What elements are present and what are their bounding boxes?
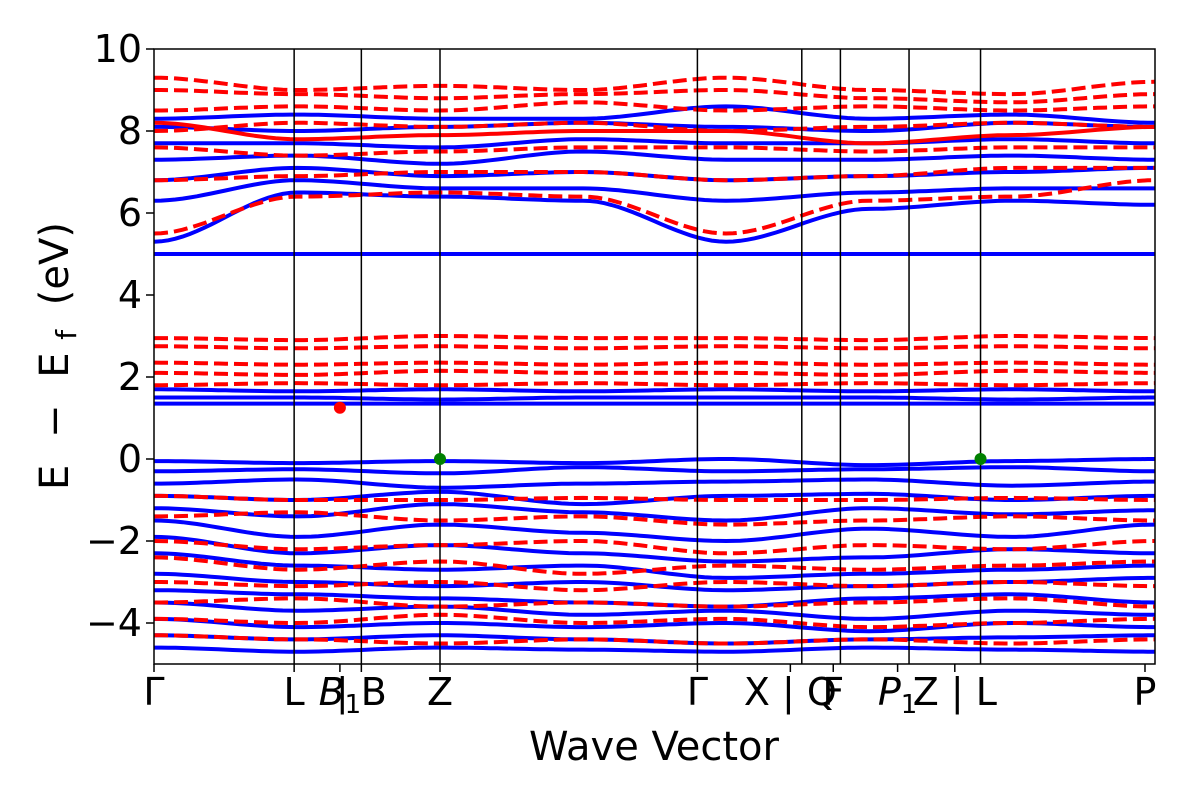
band-line — [154, 612, 1155, 630]
y-axis-title-e: E — [32, 465, 78, 490]
y-axis-title-e2: E — [32, 352, 78, 377]
extremum-marker — [974, 453, 987, 465]
band-line — [154, 465, 1155, 476]
band-line — [154, 120, 1155, 146]
band-line — [154, 616, 1155, 634]
kpoint-lines — [293, 49, 982, 664]
band-line — [154, 596, 1155, 609]
band-line — [154, 600, 1155, 621]
band-line — [154, 368, 1155, 377]
extremum-marker — [333, 401, 346, 414]
band-line — [154, 190, 1155, 244]
band-line — [154, 75, 1155, 97]
plot-background — [154, 49, 1155, 664]
x-tick-label: F — [822, 670, 844, 714]
band-line — [154, 518, 1155, 544]
y-axis-title-unit: (eV) — [32, 222, 78, 305]
x-tick-label: Γ — [143, 670, 164, 714]
band-line — [154, 145, 1155, 158]
y-axis-title-minus: − — [32, 404, 78, 438]
y-tick-label: −2 — [86, 519, 142, 563]
x-tick-label: Z | L — [913, 670, 997, 715]
x-tick-label: X | Q — [744, 670, 837, 715]
band-line — [154, 580, 1155, 593]
x-tick-label: Γ — [687, 670, 708, 714]
extremum-marker — [434, 453, 446, 465]
bands-layer — [154, 75, 1155, 654]
band-line — [154, 457, 1155, 468]
band-line — [154, 165, 1155, 183]
y-tick-label: 4 — [118, 273, 142, 317]
y-axis-ticks: −4 −2 0 2 4 6 8 10 — [86, 27, 154, 645]
y-axis-title-sub: f — [50, 329, 83, 340]
band-line — [154, 137, 1155, 150]
x-tick-label: P1 — [878, 670, 917, 720]
band-line — [154, 510, 1155, 527]
band-line — [154, 381, 1155, 388]
band-line — [154, 493, 1155, 502]
band-line — [154, 88, 1155, 105]
band-line — [154, 477, 1155, 490]
x-tick-label: L — [284, 670, 305, 714]
band-line — [154, 344, 1155, 351]
y-axis-title: E − E f (eV) — [32, 222, 86, 490]
y-tick-label: 8 — [118, 109, 142, 153]
band-line — [154, 534, 1155, 564]
band-line — [154, 104, 1155, 125]
band-line — [154, 502, 1155, 523]
band-line — [154, 555, 1155, 576]
y-tick-label: −4 — [86, 601, 142, 645]
extremum-markers — [333, 401, 987, 465]
x-tick-label: B1 — [319, 670, 362, 720]
band-line — [154, 633, 1155, 646]
x-axis-ticks: Γ L B1| B Z Γ X | QF P1Z | L P — [143, 664, 1156, 720]
x-tick-label: P — [1134, 670, 1157, 714]
x-tick-label: Z — [427, 670, 453, 714]
y-tick-label: 2 — [118, 355, 142, 399]
band-line — [154, 334, 1155, 343]
band-line — [154, 551, 1155, 580]
band-line — [154, 539, 1155, 556]
y-tick-label: 0 — [118, 437, 142, 481]
band-line — [154, 645, 1155, 654]
x-tick-label: | B — [336, 670, 387, 715]
y-tick-label: 10 — [94, 27, 142, 71]
band-line — [154, 387, 1155, 394]
band-line — [154, 120, 1155, 133]
band-line — [154, 395, 1155, 402]
plot-frame — [153, 48, 1156, 665]
band-line — [154, 100, 1155, 113]
y-tick-label: 6 — [118, 191, 142, 235]
x-axis-title: Wave Vector — [529, 724, 780, 770]
band-line — [154, 178, 1155, 236]
band-line — [154, 360, 1155, 367]
band-line — [154, 178, 1155, 203]
